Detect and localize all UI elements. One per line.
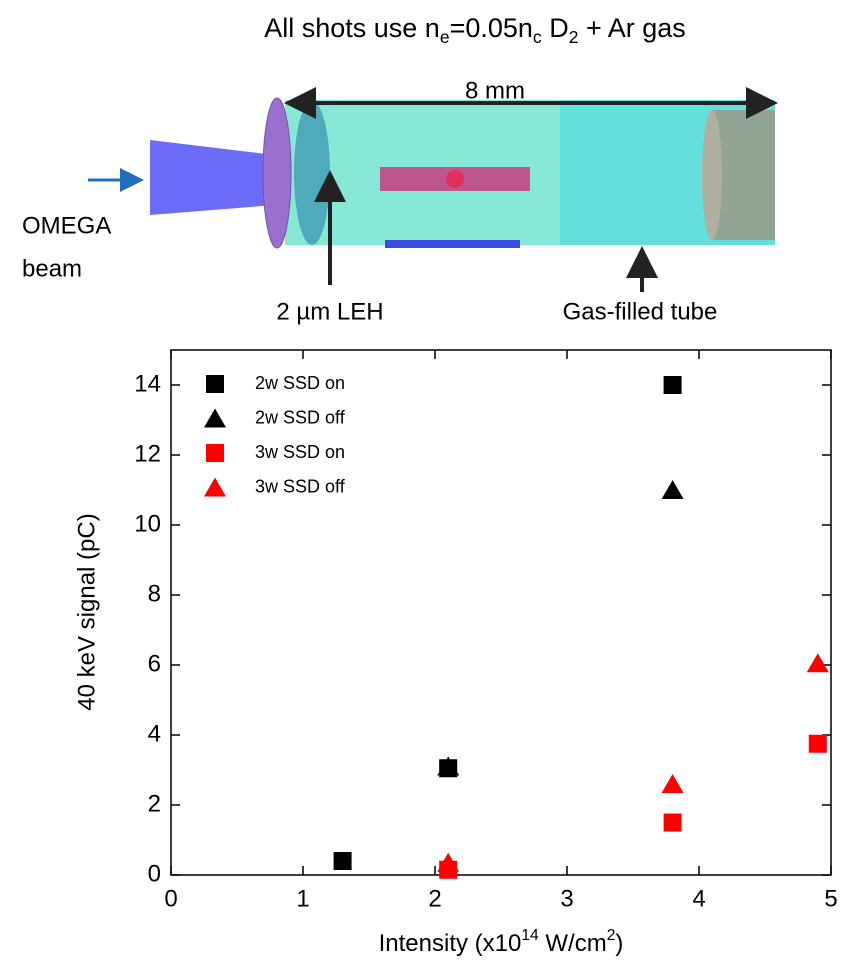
legend-label: 2w SSD on (255, 373, 345, 393)
legend-marker (206, 375, 224, 393)
target-spot (446, 170, 464, 188)
x-label-part: Intensity (x10 (379, 930, 522, 957)
title-part: + Ar gas (578, 13, 685, 43)
square-marker (663, 376, 682, 394)
triangle-marker (661, 480, 684, 499)
title-part: 2 (569, 27, 579, 47)
square-marker (663, 813, 682, 832)
legend-marker (206, 444, 224, 462)
x-label-part: 2 (607, 927, 616, 944)
x-label-part: W/cm (539, 930, 607, 957)
leh-window (294, 101, 330, 245)
y-tick-label: 8 (148, 580, 161, 607)
title-part: =0.05n (450, 13, 533, 43)
triangle-marker (806, 653, 829, 673)
legend-label: 3w SSD on (255, 442, 345, 462)
beam-label: OMEGA (22, 212, 111, 239)
figure-title: All shots use ne=0.05nc D2 + Ar gas (264, 13, 686, 47)
y-tick-label: 14 (134, 370, 161, 397)
y-tick-label: 6 (148, 650, 161, 677)
plot-frame (170, 349, 832, 876)
y-tick-label: 2 (148, 790, 161, 817)
x-label-part: ) (615, 930, 623, 957)
legend-marker (204, 477, 226, 497)
laser-beam (150, 140, 275, 215)
x-tick-label: 2 (428, 885, 441, 912)
legend-marker (204, 408, 226, 428)
y-axis-label: 40 keV signal (pC) (73, 513, 100, 710)
x-tick-label: 1 (296, 885, 309, 912)
tube-label: Gas-filled tube (563, 298, 718, 325)
y-tick-label: 12 (134, 440, 161, 467)
y-tick-label: 10 (134, 510, 161, 537)
beam-label: beam (22, 255, 82, 282)
y-tick-label: 0 (148, 860, 161, 887)
y-tick-label: 4 (148, 720, 161, 747)
target-diagram: 8 mm OMEGA beam 2 µm LEH Gas-filled tube (22, 77, 778, 325)
x-tick-label: 3 (560, 885, 573, 912)
washer (262, 97, 292, 249)
tube-end-face (702, 110, 722, 240)
triangle-marker (437, 756, 460, 776)
x-tick-label: 4 (692, 885, 705, 912)
title-part: All shots use n (264, 13, 440, 43)
length-label: 8 mm (465, 77, 525, 104)
tube-end (712, 110, 775, 240)
x-label-part: 14 (521, 927, 539, 944)
x-tick-label: 0 (164, 885, 177, 912)
square-marker (808, 734, 827, 753)
square-marker (333, 852, 352, 870)
title-part: e (440, 27, 450, 47)
title-part: D (542, 13, 569, 43)
legend-label: 3w SSD off (255, 476, 346, 496)
legend-label: 2w SSD off (255, 407, 346, 427)
x-axis-label: Intensity (x1014 W/cm2) (379, 927, 624, 957)
title-part: c (533, 27, 542, 47)
shield (385, 240, 520, 248)
triangle-marker (437, 852, 460, 872)
triangle-marker (661, 774, 684, 793)
x-tick-label: 5 (824, 885, 837, 912)
leh-label: 2 µm LEH (276, 298, 383, 325)
